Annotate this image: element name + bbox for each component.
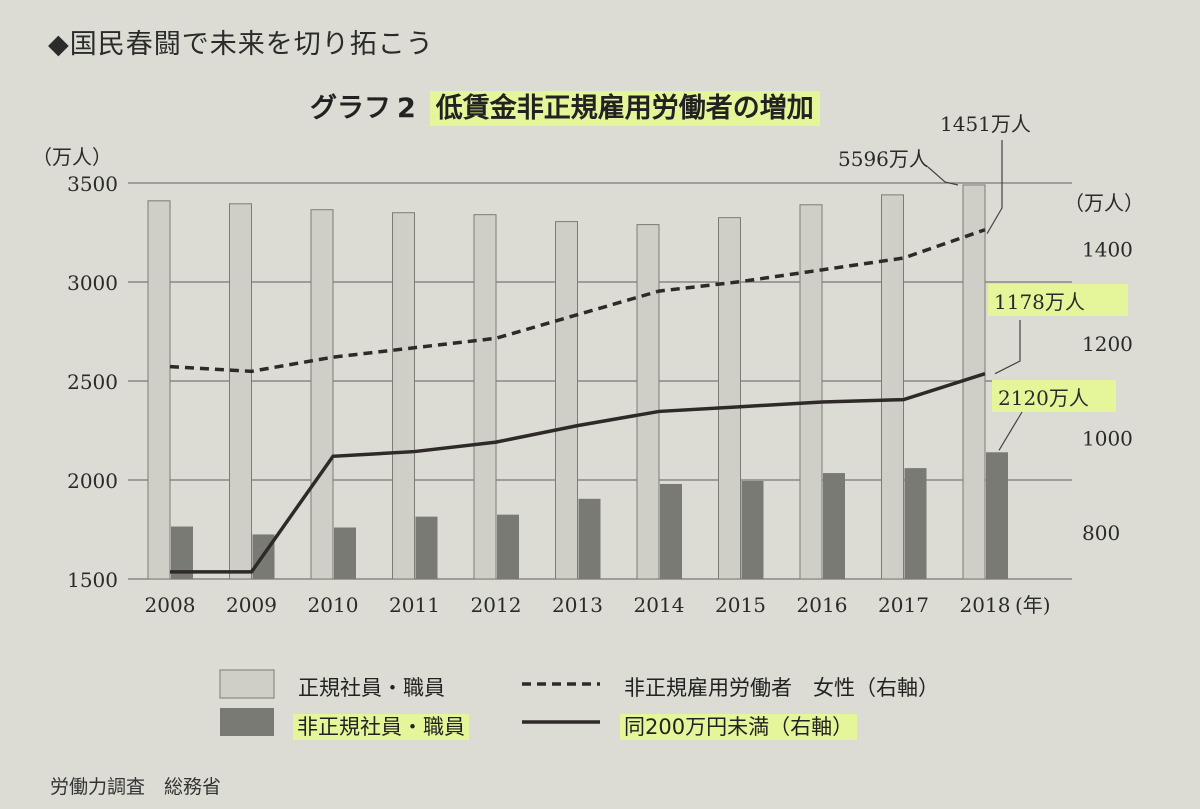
bar-regular — [473, 214, 497, 580]
x-axis-tick-label: 2011 — [389, 593, 440, 617]
bar-regular — [555, 221, 578, 580]
bar-nonregular — [497, 514, 519, 579]
leader-total-2018 — [927, 166, 959, 186]
right-axis-tick-label: 1000 — [1082, 426, 1133, 450]
bar-regular — [718, 217, 741, 580]
bar-regular — [799, 204, 823, 580]
chart-title-prefix: グラフ — [310, 93, 391, 124]
chart-title-number: 2 — [397, 93, 416, 124]
left-axis-tick-label: 3000 — [67, 271, 118, 295]
chart-title-main: 低賃金非正規雇用労働者の増加 — [429, 91, 820, 126]
bar-nonregular — [578, 498, 601, 579]
leader-under200-2018 — [994, 320, 1021, 375]
bar-nonregular — [660, 483, 682, 579]
legend-nonregular-label: 非正規社員・職員 — [293, 711, 469, 741]
legend-swatches — [219, 669, 600, 736]
bar-regular — [881, 194, 904, 580]
annotation-under200-2018: 1178万人 — [994, 290, 1085, 314]
annotation-nonregular-2018: 2120万人 — [998, 386, 1089, 410]
line-under-200man — [170, 372, 986, 574]
bar-regular — [962, 184, 986, 580]
section-heading: ◆国民春闘で未来を切り拓こう — [48, 29, 434, 60]
bar-nonregular — [823, 473, 845, 579]
left-axis-unit: （万人） — [32, 145, 112, 169]
x-axis-unit: (年) — [1015, 593, 1051, 617]
x-axis-tick-label: 2018 — [960, 593, 1011, 617]
annotations: 5596万人 1451万人 1178万人 2120万人 — [838, 112, 1128, 451]
leader-nonregular-2018 — [998, 411, 1023, 451]
annotation-nonregular-highlight — [992, 380, 1116, 412]
annotation-under200-highlight — [988, 284, 1128, 316]
annotation-women-2018: 1451万人 — [940, 112, 1031, 136]
x-axis-tick-label: 2016 — [797, 593, 848, 617]
bar-nonregular — [741, 480, 764, 579]
left-axis-tick-label: 3500 — [67, 172, 118, 196]
bar-nonregular — [904, 468, 927, 579]
x-axis-tick-label: 2008 — [145, 593, 196, 617]
left-axis-tick-label: 2500 — [67, 370, 118, 394]
legend-nonregular-text: 非正規社員・職員 — [293, 714, 469, 740]
right-axis-tick-label: 1400 — [1082, 238, 1133, 262]
legend-women-label: 非正規雇用労働者 女性（右軸） — [624, 676, 939, 700]
x-axis-tick-label: 2009 — [226, 593, 277, 617]
right-axis-tick-label: 1200 — [1082, 332, 1133, 356]
source-note: 労働力調査 総務省 — [50, 776, 222, 798]
bar-nonregular — [986, 452, 1008, 579]
right-axis-tick-label: 800 — [1082, 521, 1120, 545]
left-axis-tick-label: 1500 — [67, 568, 118, 592]
legend-under200-label: 同200万円未満（右軸） — [620, 711, 858, 741]
series-lines — [169, 228, 986, 574]
chart-title: グラフ 2 低賃金非正規雇用労働者の増加 — [310, 86, 820, 126]
legend-regular-label: 正規社員・職員 — [298, 676, 445, 700]
legend-swatch-nonregular — [220, 708, 274, 736]
bars — [147, 184, 1008, 580]
bar-regular — [636, 224, 660, 580]
bar-regular — [147, 200, 171, 580]
x-axis-tick-label: 2014 — [634, 593, 685, 617]
x-axis-tick-label: 2012 — [471, 593, 522, 617]
leader-women-2018 — [986, 140, 1003, 235]
bar-regular — [229, 203, 252, 580]
x-axis-tick-label: 2013 — [552, 593, 603, 617]
bar-nonregular — [415, 516, 438, 579]
legend-swatch-regular — [219, 669, 275, 699]
left-axis-tick-label: 2000 — [67, 469, 118, 493]
x-axis-tick-label: 2015 — [715, 593, 766, 617]
line-women-nonregular — [169, 228, 986, 374]
x-axis-tick-label: 2017 — [878, 593, 929, 617]
axes: 1500 2000 2500 3000 3500 （万人） 800 1000 1200 1400 （… — [32, 145, 1144, 617]
annotation-total-2018: 5596万人 — [838, 147, 929, 171]
bar-nonregular — [171, 526, 193, 579]
bar-nonregular — [334, 527, 356, 579]
legend-under200-text: 同200万円未満（右軸） — [620, 714, 858, 740]
x-axis-tick-label: 2010 — [308, 593, 359, 617]
right-axis-unit: （万人） — [1064, 191, 1144, 215]
bar-regular — [310, 209, 334, 580]
bar-regular — [392, 212, 415, 580]
